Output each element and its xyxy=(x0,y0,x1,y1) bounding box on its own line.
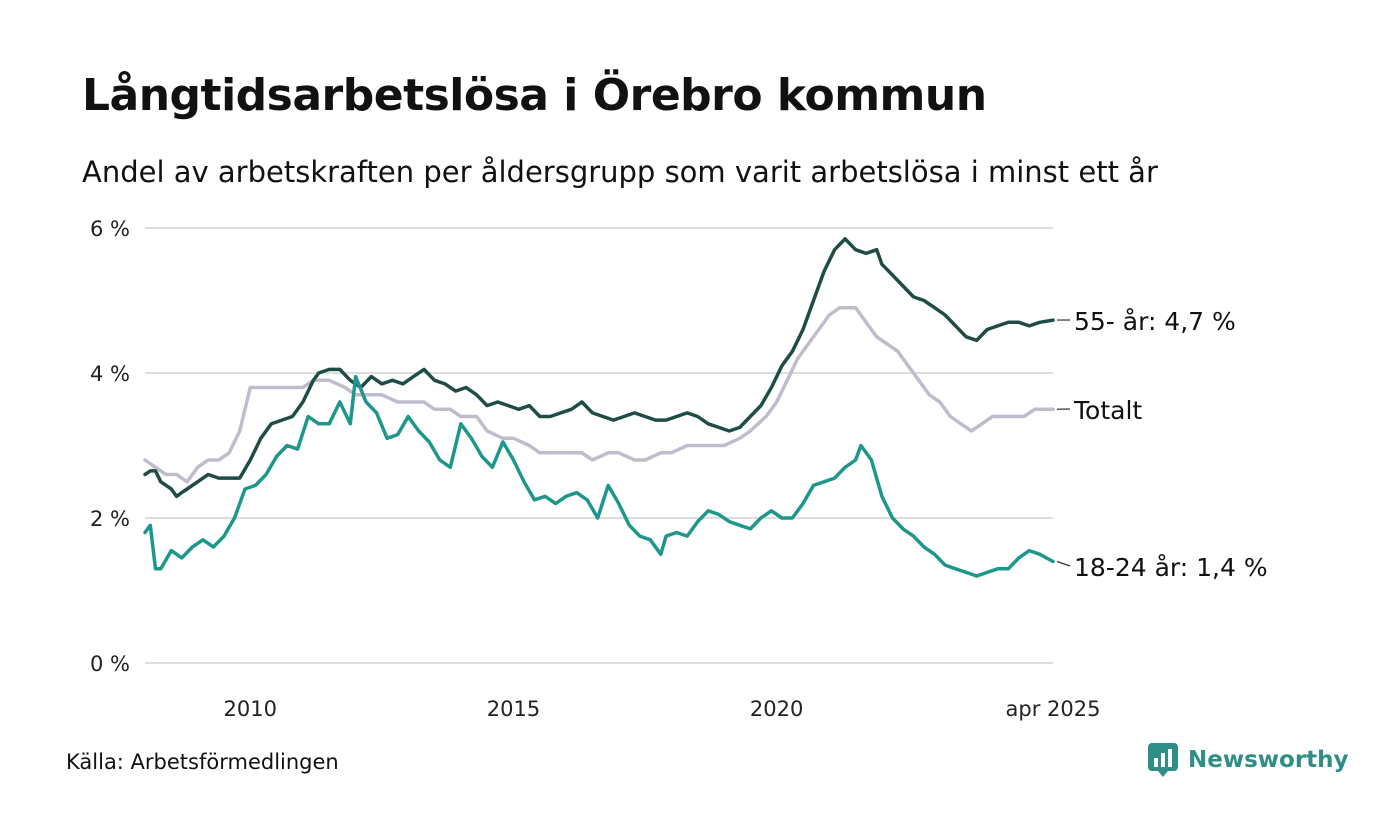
series-end-label-totalt: Totalt xyxy=(1073,396,1142,425)
x-tick-label: 2010 xyxy=(224,697,277,721)
series-lines xyxy=(143,237,1055,578)
brand-logo[interactable]: Newsworthy xyxy=(1148,743,1349,777)
x-tick-label: 2015 xyxy=(487,697,540,721)
series-line-totalt xyxy=(143,305,1055,484)
series-line-18-24-r xyxy=(143,374,1055,578)
bar-chart-icon xyxy=(1148,743,1178,777)
grid-lines xyxy=(145,227,1053,664)
series-end-labels: Totalt 55- år: 4,7 % 18-24 år: 1,4 % xyxy=(1056,307,1268,582)
y-axis-ticks: 0 % 2 % 4 % 6 % xyxy=(90,217,130,676)
y-tick-label: 2 % xyxy=(90,507,130,531)
y-tick-label: 6 % xyxy=(90,217,130,241)
x-tick-label: apr 2025 xyxy=(1006,697,1101,721)
brand-name: Newsworthy xyxy=(1188,747,1349,773)
chart-subtitle: Andel av arbetskraften per åldersgrupp s… xyxy=(82,155,1158,189)
y-tick-label: 4 % xyxy=(90,362,130,386)
label-leader-line xyxy=(1056,560,1071,567)
x-axis-ticks: 2010 2015 2020 apr 2025 xyxy=(224,697,1101,721)
series-line-55-r xyxy=(143,237,1055,499)
series-end-label-18-24-r: 18-24 år: 1,4 % xyxy=(1074,553,1268,582)
y-tick-label: 0 % xyxy=(90,652,130,676)
source-note: Källa: Arbetsförmedlingen xyxy=(66,750,339,774)
chart-title: Långtidsarbetslösa i Örebro kommun xyxy=(82,70,987,121)
series-end-label-55-r: 55- år: 4,7 % xyxy=(1074,307,1236,336)
x-tick-label: 2020 xyxy=(750,697,803,721)
